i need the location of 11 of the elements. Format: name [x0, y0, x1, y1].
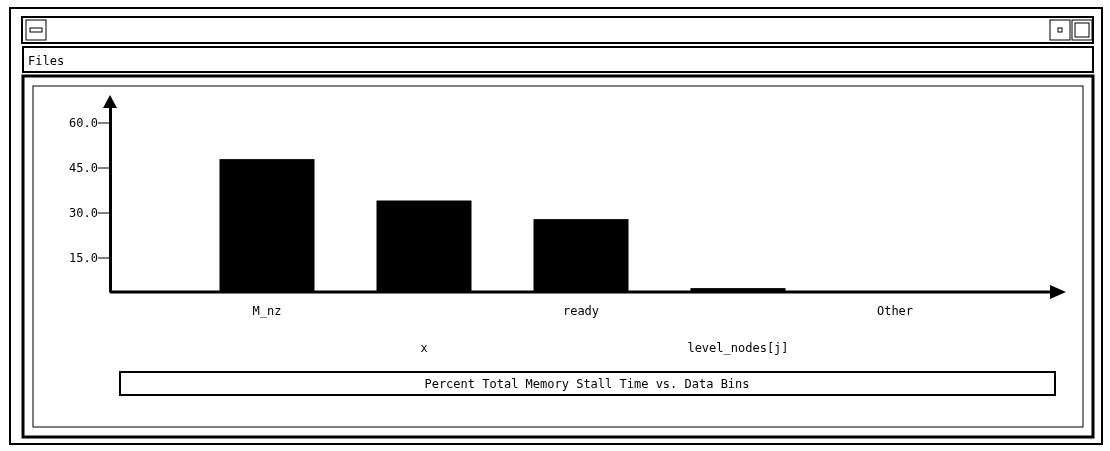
y-tick-label: 30.0: [69, 205, 98, 220]
y-tick-label: 15.0: [69, 250, 98, 265]
x-tick-label: Other: [876, 304, 914, 318]
x-tick-label: M_nz: [252, 304, 282, 318]
x-tick-label: ready: [562, 304, 600, 318]
x-tick-label: x: [420, 341, 428, 355]
text: Percent Total Memory Stall Time vs. Data Bins: [424, 377, 750, 391]
text: Files: [28, 54, 65, 68]
y-tick-label: 60.0: [69, 115, 98, 130]
y-tick-label: 45.0: [69, 160, 98, 175]
x-tick-label: level_nodes[j]: [687, 341, 789, 355]
